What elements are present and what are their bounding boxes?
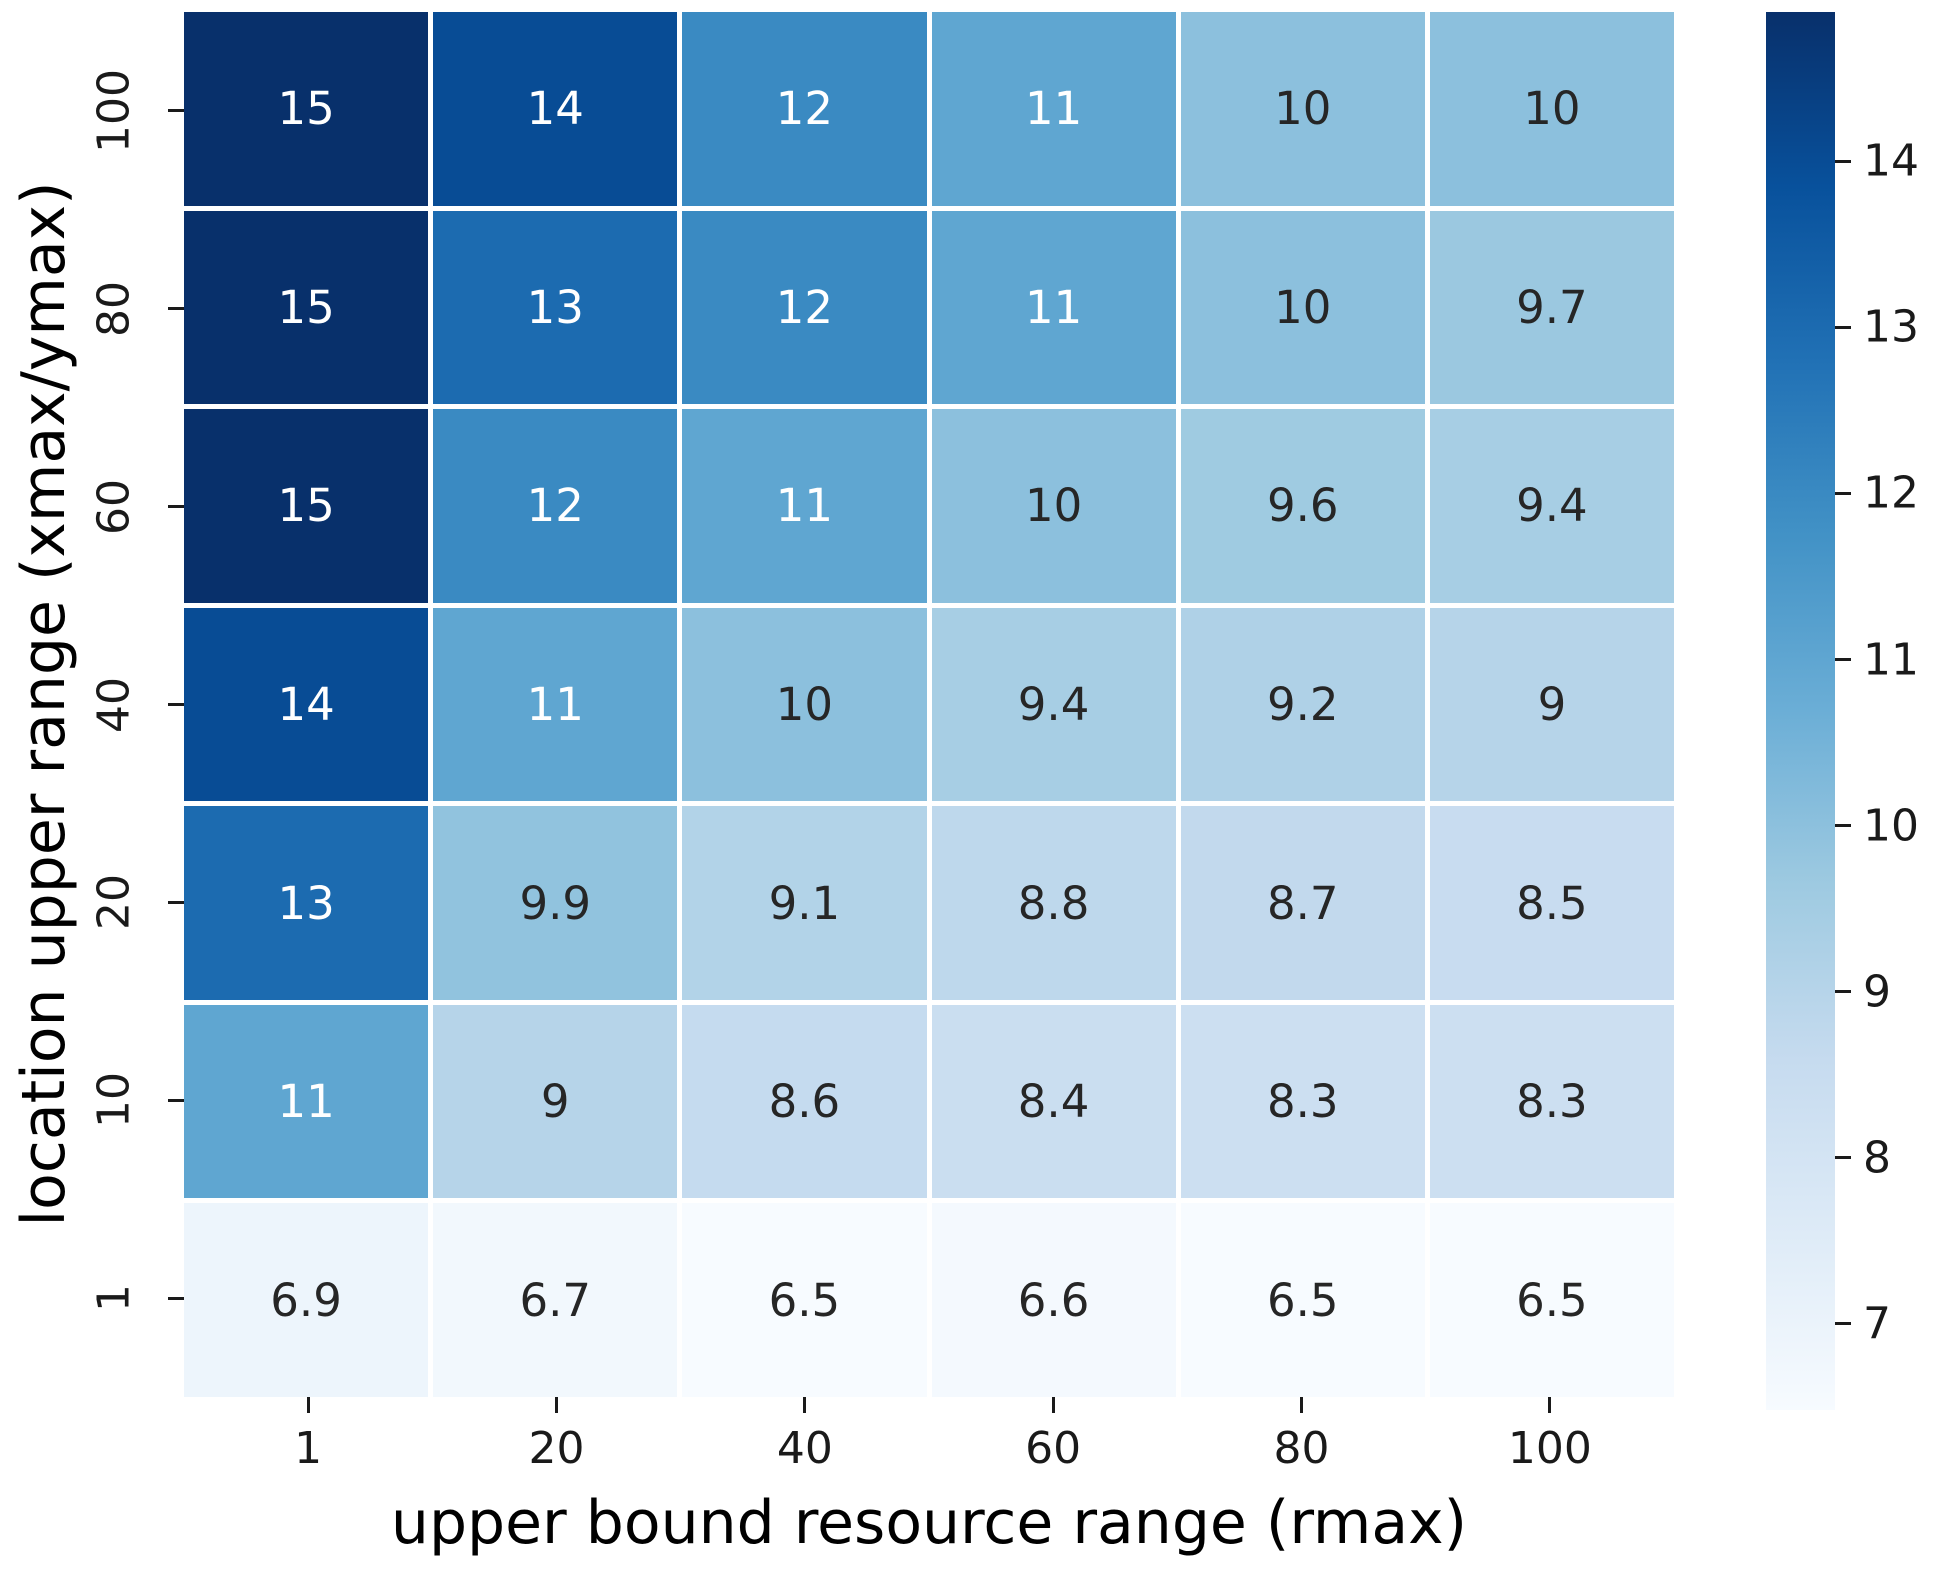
y-tick-mark (168, 109, 184, 113)
heatmap-cell: 6.5 (1429, 1203, 1674, 1397)
x-tick-mark (306, 1397, 310, 1413)
x-tick-label: 100 (1507, 1423, 1592, 1474)
y-tick-mark (168, 900, 184, 904)
heatmap-cell: 9.1 (682, 806, 927, 1000)
heatmap-cell: 12 (682, 12, 927, 206)
colorbar-tick-label: 13 (1863, 301, 1919, 353)
x-tick-mark (1300, 1397, 1303, 1413)
heatmap-cell: 10 (1429, 12, 1674, 206)
colorbar-tick-mark (1835, 159, 1851, 163)
x-tick-label: 80 (1273, 1423, 1330, 1474)
heatmap-cell: 8.7 (1180, 806, 1425, 1000)
heatmap-cell: 13 (184, 806, 429, 1000)
colorbar-tick-mark (1835, 658, 1851, 662)
x-tick-mark (803, 1397, 807, 1413)
heatmap-cell: 12 (433, 409, 678, 603)
y-tick-label: 1 (88, 1284, 140, 1313)
heatmap-cell: 10 (931, 409, 1176, 603)
heatmap-cell: 6.6 (931, 1203, 1176, 1397)
x-tick-mark (1051, 1397, 1055, 1413)
heatmap-cell: 9.4 (931, 607, 1176, 802)
heatmap-cell: 10 (682, 607, 927, 802)
heatmap-cell: 11 (433, 607, 678, 802)
y-axis-label: location upper range (xmax/ymax) (9, 181, 79, 1227)
heatmap-cell: 9.6 (1180, 409, 1425, 603)
y-tick-mark (168, 1098, 184, 1102)
heatmap-cell: 8.5 (1429, 806, 1674, 1000)
heatmap-cell: 9 (433, 1004, 678, 1199)
heatmap-cell: 14 (184, 607, 429, 802)
x-tick-label: 1 (294, 1423, 323, 1474)
heatmap-cell: 14 (433, 12, 678, 206)
colorbar-tick-label: 9 (1863, 966, 1891, 1018)
y-tick-label: 60 (88, 478, 140, 535)
x-axis-label: upper bound resource range (rmax) (390, 1488, 1468, 1558)
colorbar-tick-label: 8 (1863, 1132, 1891, 1184)
x-tick-mark (555, 1397, 558, 1413)
colorbar-tick-label: 12 (1863, 467, 1919, 519)
heatmap-cell: 9 (1429, 607, 1674, 802)
colorbar-tick-label: 10 (1863, 800, 1919, 852)
heatmap-cell: 11 (184, 1004, 429, 1199)
heatmap-cell: 15 (184, 409, 429, 603)
y-tick-label: 10 (88, 1072, 140, 1129)
colorbar-gradient (1766, 12, 1835, 1410)
y-tick-label: 100 (88, 68, 140, 153)
y-tick-label: 20 (88, 874, 140, 931)
y-tick-mark (168, 703, 184, 706)
colorbar-tick-label: 14 (1863, 135, 1919, 187)
colorbar-tick-mark (1835, 491, 1851, 495)
heatmap-cell: 8.4 (931, 1004, 1176, 1199)
colorbar-tick-mark (1835, 824, 1851, 828)
heatmap-cell: 11 (931, 12, 1176, 206)
heatmap-cell: 8.6 (682, 1004, 927, 1199)
x-tick-label: 60 (1025, 1423, 1082, 1474)
x-tick-label: 40 (776, 1423, 833, 1474)
y-tick-label: 80 (88, 280, 140, 337)
heatmap-cell: 6.7 (433, 1203, 678, 1397)
y-tick-label: 40 (88, 676, 140, 733)
colorbar-tick-label: 7 (1863, 1298, 1891, 1350)
x-tick-label: 20 (528, 1423, 585, 1474)
heatmap-cell: 11 (931, 210, 1176, 405)
heatmap-cell: 6.5 (682, 1203, 927, 1397)
heatmap-cell: 12 (682, 210, 927, 405)
heatmap-cell: 11 (682, 409, 927, 603)
heatmap-cell: 13 (433, 210, 678, 405)
heatmap-cell: 15 (184, 210, 429, 405)
colorbar-tick-mark (1835, 990, 1851, 994)
heatmap-cell: 9.4 (1429, 409, 1674, 603)
colorbar-tick-label: 11 (1863, 634, 1919, 686)
x-tick-mark (1548, 1397, 1552, 1413)
heatmap-cell: 9.7 (1429, 210, 1674, 405)
heatmap-grid: 15 14 12 11 10 10 15 13 12 11 10 9.7 15 12 11 10 9.6 9.4 1… (184, 12, 1674, 1397)
heatmap-cell: 6.5 (1180, 1203, 1425, 1397)
heatmap-cell: 15 (184, 12, 429, 206)
heatmap-cell: 8.3 (1180, 1004, 1425, 1199)
heatmap-cell: 8.3 (1429, 1004, 1674, 1199)
y-tick-mark (168, 1296, 184, 1300)
heatmap-cell: 10 (1180, 210, 1425, 405)
y-tick-mark (168, 505, 184, 509)
colorbar-tick-mark (1835, 1156, 1851, 1160)
y-tick-mark (168, 307, 184, 311)
heatmap-cell: 10 (1180, 12, 1425, 206)
colorbar-tick-mark (1835, 1322, 1851, 1326)
colorbar-tick-mark (1835, 325, 1851, 329)
heatmap-cell: 9.9 (433, 806, 678, 1000)
heatmap-cell: 9.2 (1180, 607, 1425, 802)
heatmap-cell: 6.9 (184, 1203, 429, 1397)
heatmap-cell: 8.8 (931, 806, 1176, 1000)
